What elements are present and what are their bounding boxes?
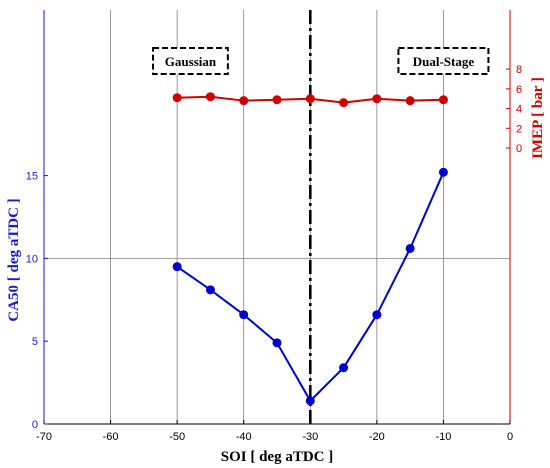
x-tick-label: -20 — [369, 431, 385, 443]
right-tick-label: 6 — [516, 84, 522, 96]
left-axis-title: CA50 [ deg aTDC ] — [6, 198, 22, 321]
annotation-label: Gaussian — [165, 54, 217, 69]
data-point-right — [372, 94, 382, 104]
data-point-right — [172, 93, 182, 103]
x-tick-label: -10 — [435, 431, 451, 443]
data-point-right — [405, 96, 415, 106]
data-point-left — [438, 167, 448, 177]
data-point-right — [205, 92, 215, 102]
x-tick-label: -70 — [36, 431, 52, 443]
left-tick-label: 0 — [32, 419, 38, 431]
annotation-box — [397, 47, 490, 75]
x-tick-label: 0 — [507, 431, 513, 443]
data-point-right — [272, 95, 282, 105]
data-point-left — [305, 396, 315, 406]
ticks: -70 -60 -50 -40 -30 -20 -10 0 0 5 10 15 0 2 4 6 8 — [26, 64, 522, 443]
x-tick-label: -30 — [302, 431, 318, 443]
data-point-left — [372, 310, 382, 320]
data-point-left — [272, 338, 282, 348]
series-group — [172, 92, 448, 406]
right-tick-label: 0 — [516, 143, 522, 155]
data-point-left — [205, 285, 215, 295]
x-tick-label: -60 — [103, 431, 119, 443]
annotation-label: Dual-Stage — [413, 54, 475, 69]
data-point-left — [172, 262, 182, 272]
data-point-right — [239, 96, 249, 106]
left-tick-label: 5 — [32, 336, 38, 348]
data-point-left — [405, 243, 415, 253]
right-tick-label: 4 — [516, 104, 522, 116]
annotations: Gaussian Dual-Stage — [152, 47, 490, 75]
x-axis-title: SOI [ deg aTDC ] — [221, 449, 334, 465]
data-point-right — [339, 98, 349, 108]
data-point-right — [438, 95, 448, 105]
left-tick-label: 10 — [26, 253, 38, 265]
right-tick-label: 8 — [516, 64, 522, 76]
data-point-left — [339, 363, 349, 373]
left-tick-label: 15 — [26, 171, 38, 183]
x-tick-label: -40 — [236, 431, 252, 443]
data-point-right — [305, 94, 315, 104]
annotation-box — [152, 47, 229, 75]
x-tick-label: -50 — [169, 431, 185, 443]
axes — [43, 10, 511, 425]
data-point-left — [239, 310, 249, 320]
right-tick-label: 2 — [516, 123, 522, 135]
right-axis-title: IMEP [ bar ] — [530, 77, 546, 159]
